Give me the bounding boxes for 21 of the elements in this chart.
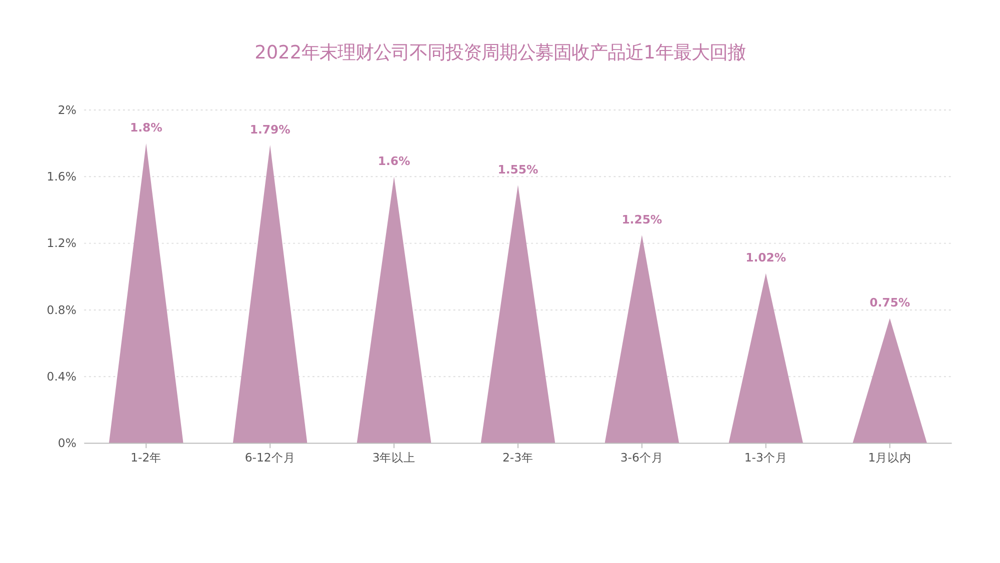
- data-label: 1.79%: [250, 122, 291, 136]
- y-tick-label: 0%: [58, 436, 76, 450]
- data-label: 1.02%: [746, 250, 786, 265]
- data-label: 1.8%: [130, 120, 163, 135]
- y-tick-label: 1.6%: [46, 170, 76, 184]
- x-tick-label: 1-3个月: [744, 450, 788, 465]
- x-tick-label: 1月以内: [868, 450, 912, 465]
- data-label: 1.25%: [622, 212, 662, 226]
- chart-title: 2022年末理财公司不同投资周期公募固收产品近1年最大回撤: [254, 42, 746, 64]
- x-tick-label: 6-12个月: [244, 450, 296, 465]
- x-tick-label: 1-2年: [130, 450, 162, 465]
- x-tick-label: 2-3年: [502, 450, 534, 465]
- data-label: 1.55%: [498, 162, 538, 176]
- y-tick-label: 0.8%: [46, 302, 76, 317]
- y-tick-label: 1.2%: [46, 236, 76, 250]
- x-tick-label: 3年以上: [372, 450, 416, 465]
- x-tick-label: 3-6个月: [620, 450, 664, 465]
- y-tick-label: 0.4%: [46, 370, 76, 384]
- y-tick-label: 2%: [58, 102, 76, 117]
- data-label: 0.75%: [870, 296, 910, 310]
- data-label: 1.6%: [378, 154, 410, 168]
